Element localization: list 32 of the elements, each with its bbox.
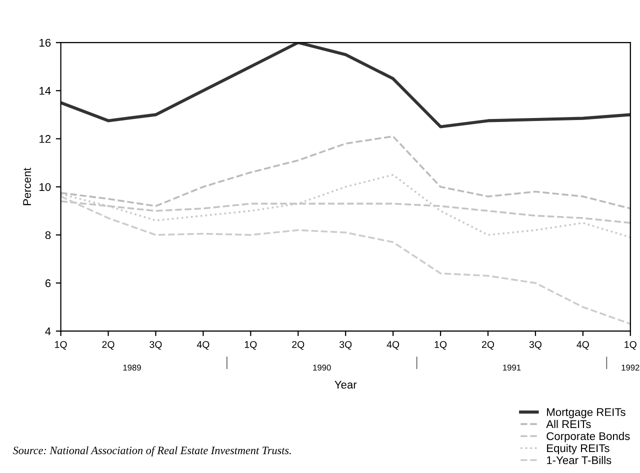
text: 1992 xyxy=(622,364,640,371)
legend-label: Corporate Bonds xyxy=(546,432,630,442)
x-tick-label: 1Q xyxy=(624,341,636,350)
x-tick-label: 3Q xyxy=(150,341,162,350)
x-tick-label: 2Q xyxy=(102,341,114,350)
legend-label: 1-Year T-Bills xyxy=(546,456,612,464)
text: 1990 xyxy=(313,364,331,371)
source-note: Source: National Association of Real Estate Investment Trusts. xyxy=(12,446,291,456)
y-tick-label: 14 xyxy=(40,87,51,95)
x-tick-label: 1Q xyxy=(434,341,447,350)
text: 1991 xyxy=(503,364,521,371)
legend-label: All REITs xyxy=(546,420,591,428)
y-tick-label: 4 xyxy=(45,327,51,336)
x-tick-label: 3Q xyxy=(529,341,542,350)
x-tick-label: 3Q xyxy=(339,341,352,350)
legend-label: Equity REITs xyxy=(547,444,610,454)
x-tick-label: 1Q xyxy=(55,341,67,350)
x-tick-label: 4Q xyxy=(386,341,400,350)
x-tick-label: 4Q xyxy=(196,341,210,350)
y-tick-label: 6 xyxy=(45,279,51,288)
text: 1989 xyxy=(123,364,141,371)
y-tick-label: 16 xyxy=(40,38,51,47)
x-tick-label: 1Q xyxy=(244,341,257,350)
y-tick-label: 8 xyxy=(45,231,51,240)
y-axis-title: Percent xyxy=(23,168,31,206)
x-tick-label: 2Q xyxy=(292,341,304,350)
x-axis-title: Year xyxy=(334,380,357,389)
y-tick-label: 10 xyxy=(40,183,51,191)
legend-label: Mortgage REITs xyxy=(547,408,626,418)
x-tick-label: 4Q xyxy=(576,341,589,350)
x-tick-label: 2Q xyxy=(482,341,494,350)
y-tick-label: 12 xyxy=(40,135,51,143)
